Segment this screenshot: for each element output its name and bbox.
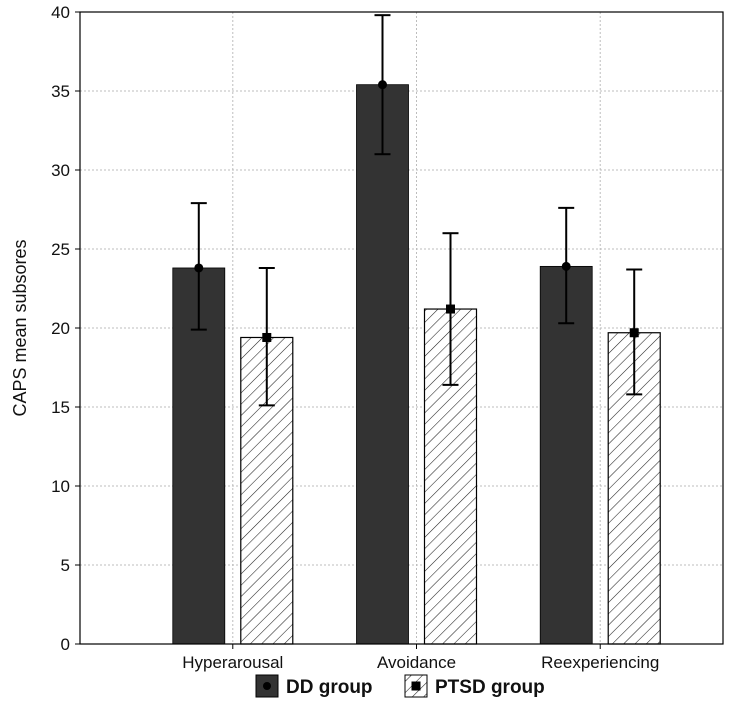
x-tick-label: Avoidance (377, 653, 456, 672)
legend-marker (263, 682, 271, 690)
mean-point (378, 80, 387, 90)
legend-label: PTSD group (435, 677, 545, 698)
y-tick-label: 0 (61, 635, 70, 654)
legend-label: DD group (286, 677, 373, 698)
y-tick-label: 20 (51, 319, 70, 338)
mean-point (629, 328, 639, 338)
legend-marker (411, 681, 421, 691)
mean-point (561, 261, 571, 271)
bar (172, 267, 226, 645)
y-tick-label: 35 (51, 82, 70, 101)
y-tick-label: 5 (61, 556, 70, 575)
x-tick-label: Reexperiencing (541, 653, 659, 672)
x-tick-label: Hyperarousal (182, 653, 283, 672)
bars (172, 84, 661, 645)
y-axis-title: CAPS mean subsores (10, 239, 30, 416)
y-tick-label: 15 (51, 398, 70, 417)
mean-point (446, 304, 455, 314)
bar (356, 84, 409, 645)
y-tick-label: 10 (51, 477, 70, 496)
y-tick-label: 25 (51, 240, 70, 259)
axes: 0 5 10 15 20 25 30 35 40 Hyperarousal Avoidance Ree… (51, 3, 659, 672)
mean-point (194, 263, 204, 273)
mean-point (262, 332, 272, 342)
y-tick-label: 40 (51, 3, 70, 22)
legend: DD group PTSD group (255, 674, 545, 698)
y-tick-label: 30 (51, 161, 70, 180)
error-bars (190, 14, 643, 407)
